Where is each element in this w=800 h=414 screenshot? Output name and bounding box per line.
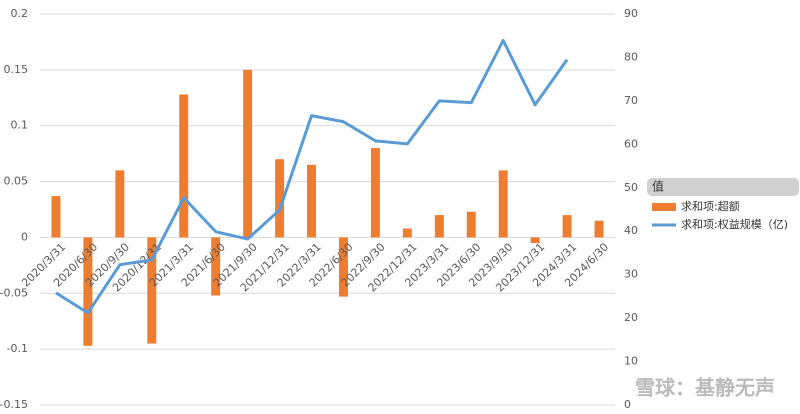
bar bbox=[211, 237, 221, 296]
legend-label: 求和项:权益规模（亿) bbox=[681, 217, 788, 231]
y-tick-label: -0.05 bbox=[0, 286, 28, 299]
y-tick-label: -0.1 bbox=[7, 342, 28, 355]
bar bbox=[594, 220, 604, 238]
y2-tick-label: 90 bbox=[624, 7, 638, 20]
bar bbox=[51, 196, 61, 238]
y-tick-label: 0.15 bbox=[4, 63, 29, 76]
bar bbox=[338, 237, 348, 297]
y2-tick-label: 20 bbox=[624, 311, 638, 324]
legend-swatch bbox=[652, 203, 676, 211]
legend-label: 求和项:超额 bbox=[681, 199, 740, 213]
y-tick-label: 0.1 bbox=[11, 119, 29, 132]
y2-tick-label: 40 bbox=[624, 224, 638, 237]
bar bbox=[466, 211, 476, 238]
bar bbox=[530, 237, 540, 244]
bar bbox=[307, 164, 317, 238]
bar bbox=[115, 170, 125, 238]
bar bbox=[562, 215, 572, 238]
bar bbox=[498, 170, 508, 238]
line bbox=[55, 39, 569, 315]
legend-title: 值 bbox=[652, 179, 664, 194]
bar bbox=[370, 148, 380, 238]
y-tick-label: 0.2 bbox=[11, 7, 29, 20]
y2-tick-label: 50 bbox=[624, 181, 638, 194]
watermark: 雪球：基静无声 bbox=[635, 376, 775, 400]
y-tick-label: 0.05 bbox=[4, 175, 29, 188]
y2-tick-label: 80 bbox=[624, 50, 638, 63]
y2-tick-label: 0 bbox=[624, 398, 631, 411]
bar bbox=[83, 237, 93, 346]
y-tick-label: -0.15 bbox=[0, 398, 28, 411]
bar bbox=[434, 215, 444, 238]
bar bbox=[243, 69, 253, 238]
bar bbox=[179, 94, 189, 238]
y2-tick-label: 30 bbox=[624, 268, 638, 281]
bar bbox=[147, 237, 157, 344]
y-tick-label: 0 bbox=[21, 230, 28, 243]
y2-tick-label: 60 bbox=[624, 137, 638, 150]
legend-title-box bbox=[647, 178, 799, 196]
bar bbox=[275, 159, 285, 238]
plot: 0.2 0.15 0.1 0.05 0 -0.05 -0.1 -0.15 90 80 70 60 50 4… bbox=[0, 7, 788, 411]
bar bbox=[402, 228, 412, 238]
y2-tick-label: 10 bbox=[624, 355, 638, 368]
y2-tick-label: 70 bbox=[624, 94, 638, 107]
